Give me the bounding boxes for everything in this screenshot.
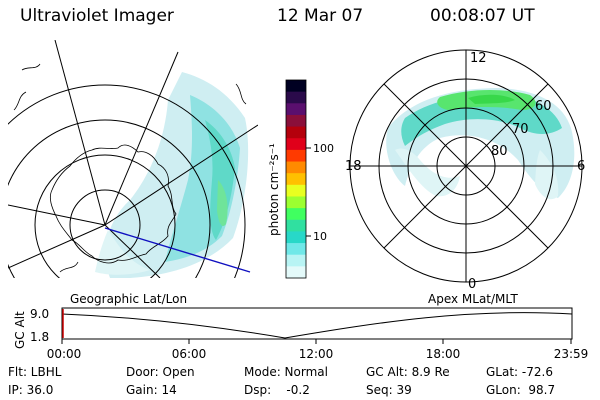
apex-caption: Apex MLat/MLT <box>428 292 518 306</box>
colorbar: 100 10 photon cm⁻²s⁻¹ <box>267 79 334 279</box>
colorbar-cell <box>286 114 306 128</box>
colorbar-cell <box>286 126 306 139</box>
geographic-map <box>8 40 258 278</box>
colorbar-cell <box>286 219 306 232</box>
altitude-curve <box>62 312 572 339</box>
altitude-ytick-9: 9.0 <box>30 307 49 321</box>
colorbar-cell <box>286 231 306 244</box>
colorbar-cell <box>286 266 306 279</box>
altitude-plot: GC Alt 9.0 1.8 00:00 06:00 12:00 18:00 2… <box>13 307 588 361</box>
colorbar-cell <box>286 173 306 186</box>
geographic-caption: Geographic Lat/Lon <box>70 292 188 306</box>
info-geo-longitude: GLon: 98.7 <box>486 383 556 397</box>
mlt-grid <box>350 50 582 282</box>
info-gain: Gain: 14 <box>126 383 177 397</box>
mlt-label-12: 12 <box>470 51 487 66</box>
info-gc-altitude: GC Alt: 8.9 Re <box>366 365 450 379</box>
info-door: Door: Open <box>126 365 195 379</box>
info-ip: IP: 36.0 <box>8 383 54 397</box>
date-label: 12 Mar 07 <box>277 6 364 26</box>
colorbar-cell <box>286 184 306 197</box>
info-filter: Flt: LBHL <box>8 365 62 379</box>
altitude-xtick-1800: 18:00 <box>426 347 461 361</box>
altitude-ytick-1.8: 1.8 <box>30 330 49 344</box>
instrument-title: Ultraviolet Imager <box>20 6 174 26</box>
longitude-grid <box>8 40 258 278</box>
coastline <box>49 144 177 264</box>
mlt-label-18: 18 <box>345 159 362 174</box>
satellite-track <box>104 227 251 273</box>
info-geo-latitude: GLat: -72.6 <box>486 365 553 379</box>
mlt-label-0: 0 <box>468 277 476 292</box>
altitude-xtick-2359: 23:59 <box>554 347 589 361</box>
mlat-label-60: 60 <box>535 99 552 114</box>
altitude-xtick-0600: 06:00 <box>172 347 207 361</box>
colorbar-cell <box>286 80 306 93</box>
mlt-label-6: 6 <box>577 159 585 174</box>
mlat-label-70: 70 <box>512 122 529 137</box>
coastline-fragment <box>13 63 247 273</box>
colorbar-cell <box>286 103 306 116</box>
colorbar-cell <box>286 196 306 209</box>
colorbar-label: photon cm⁻²s⁻¹ <box>267 143 281 236</box>
polar-map: 12 18 6 0 80 70 60 <box>345 49 585 292</box>
info-dsp: Dsp: -0.2 <box>244 383 310 397</box>
latitude-grid <box>8 84 246 278</box>
colorbar-tick-10: 10 <box>313 230 327 243</box>
mlat-label-80: 80 <box>491 144 508 159</box>
time-label: 00:08:07 UT <box>430 6 535 26</box>
colorbar-cell <box>286 254 306 267</box>
colorbar-cell <box>286 161 306 174</box>
colorbar-cells <box>286 80 306 279</box>
colorbar-cell <box>286 208 306 221</box>
colorbar-cell <box>286 243 306 256</box>
info-mode: Mode: Normal <box>244 365 328 379</box>
aurora-emission-right <box>386 88 575 200</box>
colorbar-cell <box>286 149 306 163</box>
info-sequence: Seq: 39 <box>366 383 412 397</box>
altitude-xtick-1200: 12:00 <box>299 347 334 361</box>
altitude-ylabel: GC Alt <box>13 311 27 349</box>
colorbar-cell <box>286 138 306 151</box>
colorbar-cell <box>286 91 306 104</box>
colorbar-tick-100: 100 <box>313 142 334 155</box>
altitude-xtick-0000: 00:00 <box>47 347 82 361</box>
aurora-emission-left <box>95 72 249 278</box>
